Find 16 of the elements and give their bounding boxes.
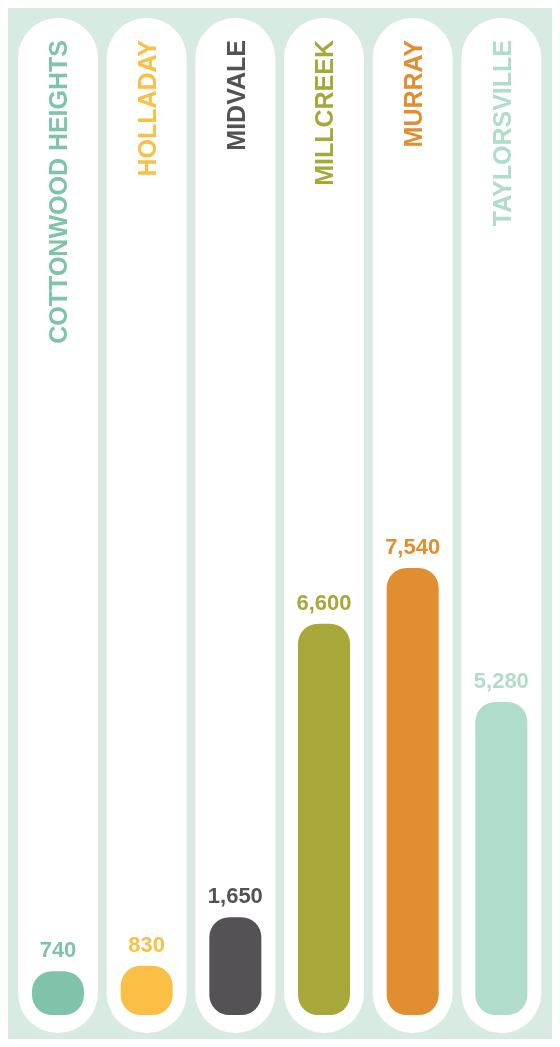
bar <box>209 917 262 1015</box>
x-tick-label: MIDVALE <box>221 40 250 151</box>
bar <box>475 701 528 1015</box>
data-label: 740 <box>39 937 77 963</box>
bar <box>298 623 350 1015</box>
x-tick-label: TAYLORSVILLE <box>487 40 516 227</box>
data-label: 6,600 <box>296 589 352 615</box>
data-label: 830 <box>128 931 166 957</box>
x-tick-label: MILLCREEK <box>310 40 339 186</box>
x-tick-label: COTTONWOOD HEIGHTS <box>44 40 73 344</box>
bar <box>386 568 439 1015</box>
x-tick-label: HOLLADAY <box>133 39 161 177</box>
data-label: 7,540 <box>385 534 441 559</box>
x-tick-label: MURRAY <box>399 39 427 148</box>
data-label: 5,280 <box>473 667 529 693</box>
data-label: 1,650 <box>207 883 263 909</box>
